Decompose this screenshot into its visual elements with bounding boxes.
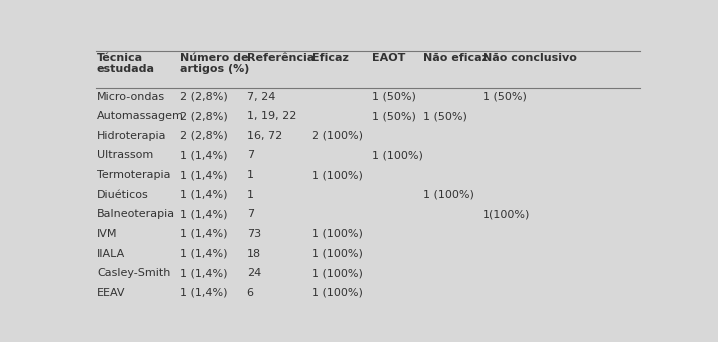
Text: 1 (50%): 1 (50%) [373, 111, 416, 121]
Text: 1 (50%): 1 (50%) [482, 92, 526, 102]
Text: Número de
artigos (%): Número de artigos (%) [180, 53, 249, 75]
Text: EAOT: EAOT [373, 53, 406, 63]
Text: 1 (1,4%): 1 (1,4%) [180, 170, 228, 180]
Text: 7: 7 [247, 209, 253, 219]
Text: 16, 72: 16, 72 [247, 131, 282, 141]
Text: 1 (100%): 1 (100%) [312, 268, 363, 278]
Text: 1 (100%): 1 (100%) [312, 229, 363, 239]
Text: IVM: IVM [97, 229, 118, 239]
Text: 1(100%): 1(100%) [482, 209, 530, 219]
Text: 2 (2,8%): 2 (2,8%) [180, 131, 228, 141]
Text: 1 (1,4%): 1 (1,4%) [180, 268, 228, 278]
Text: EEAV: EEAV [97, 288, 126, 298]
Text: 1, 19, 22: 1, 19, 22 [247, 111, 296, 121]
Text: 1 (100%): 1 (100%) [422, 190, 473, 200]
Text: 73: 73 [247, 229, 261, 239]
Text: 1 (100%): 1 (100%) [312, 288, 363, 298]
Text: 2 (2,8%): 2 (2,8%) [180, 111, 228, 121]
Text: Termoterapia: Termoterapia [97, 170, 170, 180]
Text: Casley-Smith: Casley-Smith [97, 268, 170, 278]
Text: Automassagem: Automassagem [97, 111, 184, 121]
Text: 1 (1,4%): 1 (1,4%) [180, 190, 228, 200]
Text: 7: 7 [247, 150, 253, 160]
Text: 7, 24: 7, 24 [247, 92, 275, 102]
Text: Referência: Referência [247, 53, 314, 63]
Text: Micro-ondas: Micro-ondas [97, 92, 165, 102]
Text: 1: 1 [247, 170, 253, 180]
Text: Hidroterapia: Hidroterapia [97, 131, 167, 141]
Text: 1: 1 [247, 190, 253, 200]
Text: Eficaz: Eficaz [312, 53, 349, 63]
Text: 1 (1,4%): 1 (1,4%) [180, 209, 228, 219]
Text: Técnica
estudada: Técnica estudada [97, 53, 155, 75]
Text: 18: 18 [247, 249, 261, 259]
Text: 1 (50%): 1 (50%) [422, 111, 467, 121]
Text: 1 (1,4%): 1 (1,4%) [180, 288, 228, 298]
Text: 1 (100%): 1 (100%) [312, 249, 363, 259]
Text: Balneoterapia: Balneoterapia [97, 209, 175, 219]
Text: 6: 6 [247, 288, 253, 298]
Text: 1 (50%): 1 (50%) [373, 92, 416, 102]
Text: Ultrassom: Ultrassom [97, 150, 153, 160]
Text: 2 (100%): 2 (100%) [312, 131, 363, 141]
Text: 24: 24 [247, 268, 261, 278]
Text: Diuéticos: Diuéticos [97, 190, 149, 200]
Text: IIALA: IIALA [97, 249, 125, 259]
Text: 1 (1,4%): 1 (1,4%) [180, 229, 228, 239]
Text: 1 (100%): 1 (100%) [312, 170, 363, 180]
Text: 1 (1,4%): 1 (1,4%) [180, 249, 228, 259]
Text: 1 (1,4%): 1 (1,4%) [180, 150, 228, 160]
Text: 2 (2,8%): 2 (2,8%) [180, 92, 228, 102]
Text: Não conclusivo: Não conclusivo [482, 53, 577, 63]
Text: 1 (100%): 1 (100%) [373, 150, 424, 160]
Text: Não eficaz: Não eficaz [422, 53, 488, 63]
